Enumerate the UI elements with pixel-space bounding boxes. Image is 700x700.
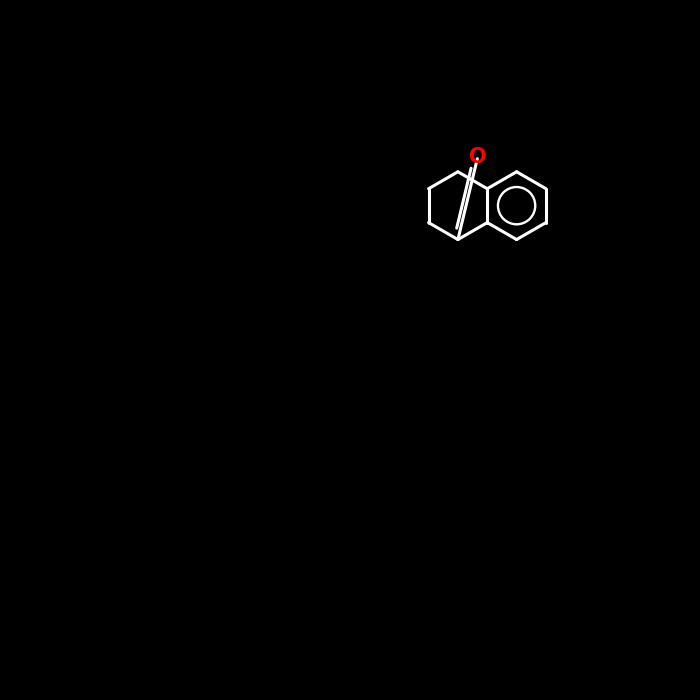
Text: O: O <box>468 147 486 167</box>
